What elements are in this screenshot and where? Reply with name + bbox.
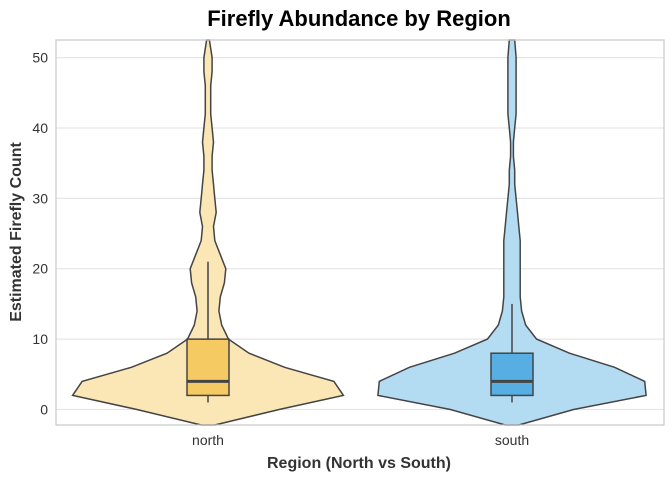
plot-panel-border bbox=[55, 39, 665, 426]
box-north bbox=[186, 338, 230, 397]
y-tick-label: 0 bbox=[40, 402, 48, 418]
x-tick-label-south: south bbox=[495, 432, 529, 448]
y-tick-label: 20 bbox=[32, 261, 48, 277]
y-axis-title: Estimated Firefly Count bbox=[8, 142, 25, 322]
y-tick-label: 40 bbox=[32, 120, 48, 136]
box-south bbox=[490, 352, 534, 397]
x-axis-title: Region (North vs South) bbox=[267, 455, 451, 472]
violin-layer bbox=[71, 39, 647, 426]
y-tick-label: 50 bbox=[32, 50, 48, 66]
x-tick-label-north: north bbox=[192, 432, 224, 448]
box-layer bbox=[186, 261, 534, 403]
x-axis-ticks: north south bbox=[192, 432, 529, 448]
y-tick-label: 30 bbox=[32, 190, 48, 206]
chart-title: Firefly Abundance by Region bbox=[207, 6, 511, 31]
y-axis-ticks: 0 10 20 30 40 50 bbox=[32, 50, 48, 418]
y-tick-label: 10 bbox=[32, 331, 48, 347]
